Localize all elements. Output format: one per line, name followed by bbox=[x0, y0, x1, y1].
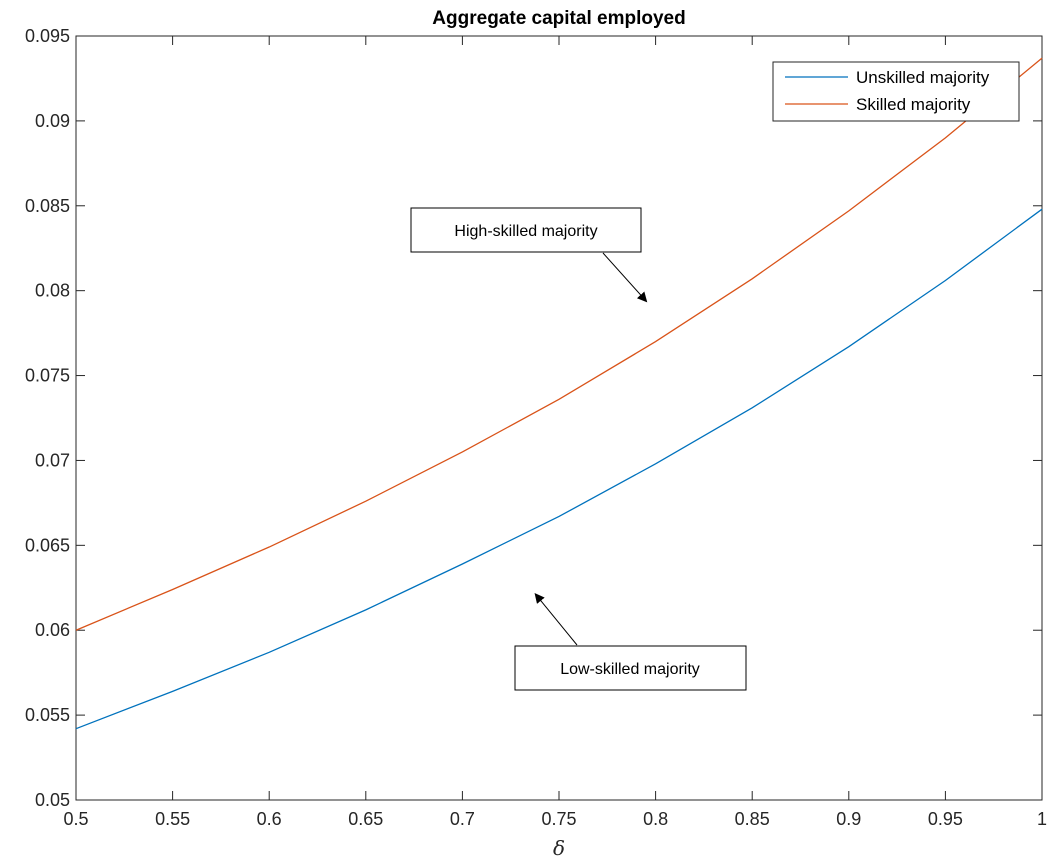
y-tick-label: 0.085 bbox=[25, 196, 70, 216]
y-tick-label: 0.07 bbox=[35, 450, 70, 470]
annotation-text-high: High-skilled majority bbox=[454, 223, 597, 240]
x-tick-label: 0.95 bbox=[928, 809, 963, 829]
x-axis-label: δ bbox=[553, 836, 565, 860]
y-axis-ticks: 0.05 0.055 0.06 0.065 0.07 0.075 0.08 0.085 0.09… bbox=[25, 26, 1042, 810]
annotation-box-high bbox=[410, 207, 642, 253]
series-line-unskilled-majority bbox=[75, 208, 1043, 730]
annotation-high-skilled: High-skilled majority bbox=[410, 207, 648, 303]
legend-label-unskilled: Unskilled majority bbox=[856, 68, 990, 87]
y-tick-label: 0.055 bbox=[25, 705, 70, 725]
y-tick-label: 0.065 bbox=[25, 535, 70, 555]
x-tick-label: 0.8 bbox=[643, 809, 668, 829]
x-tick-label: 0.55 bbox=[155, 809, 190, 829]
x-tick-label: 0.65 bbox=[348, 809, 383, 829]
legend-box bbox=[772, 61, 1020, 122]
legend: Unskilled majority Skilled majority bbox=[772, 61, 1020, 122]
y-tick-label: 0.08 bbox=[35, 281, 70, 301]
y-tick-label: 0.095 bbox=[25, 26, 70, 46]
x-axis-ticks: 0.5 0.55 0.6 0.65 0.7 0.75 0.8 0.85 0.9 0.95 1 bbox=[63, 36, 1047, 829]
y-tick-label: 0.09 bbox=[35, 111, 70, 131]
y-tick-label: 0.075 bbox=[25, 366, 70, 386]
series-lines bbox=[75, 57, 1043, 730]
x-tick-label: 0.5 bbox=[63, 809, 88, 829]
annotation-text-low: Low-skilled majority bbox=[560, 661, 700, 678]
y-tick-label: 0.05 bbox=[35, 790, 70, 810]
annotation-arrow-low bbox=[534, 593, 578, 646]
y-tick-label: 0.06 bbox=[35, 620, 70, 640]
series-line-skilled-majority bbox=[75, 57, 1043, 631]
x-tick-label: 0.6 bbox=[257, 809, 282, 829]
annotation-low-skilled: Low-skilled majority bbox=[514, 593, 747, 691]
x-tick-label: 0.7 bbox=[450, 809, 475, 829]
legend-label-skilled: Skilled majority bbox=[856, 95, 971, 114]
annotation-box-low bbox=[514, 645, 747, 691]
x-tick-label: 0.75 bbox=[541, 809, 576, 829]
annotation-arrow-high bbox=[602, 252, 648, 303]
x-tick-label: 0.85 bbox=[735, 809, 770, 829]
chart-title: Aggregate capital employed bbox=[432, 8, 685, 29]
x-tick-label: 0.9 bbox=[836, 809, 861, 829]
x-tick-label: 1 bbox=[1037, 809, 1047, 829]
